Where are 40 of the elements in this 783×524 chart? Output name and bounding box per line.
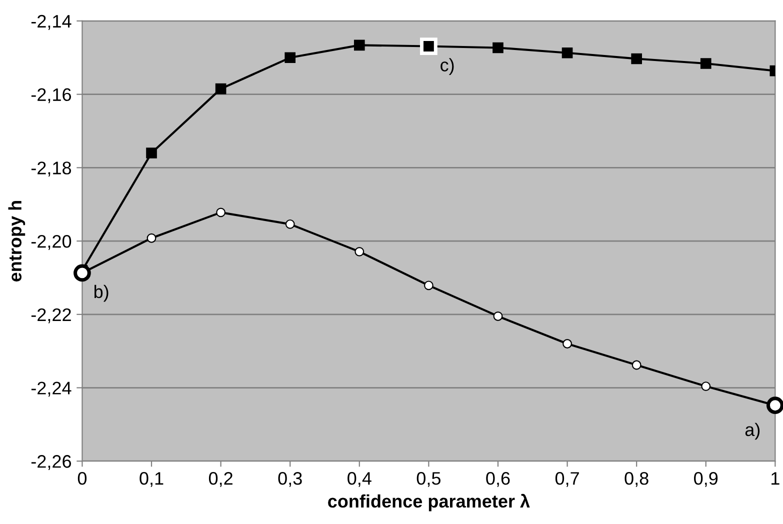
y-axis-title: entropy h — [8, 201, 26, 282]
y-tick-label: -2,14 — [31, 14, 72, 30]
point — [700, 58, 712, 69]
annotation: b) — [94, 284, 108, 302]
point — [216, 208, 226, 218]
point — [354, 40, 365, 51]
x-axis-title: confidence parameter λ — [328, 494, 530, 512]
annotation: c) — [440, 58, 454, 76]
y-tick-label: -2,24 — [31, 382, 72, 397]
x-tick-label: 0,6 — [486, 472, 510, 487]
point — [632, 360, 642, 370]
y-tick-label: -2,20 — [31, 234, 72, 250]
y-tick-label: -2,16 — [31, 88, 72, 104]
point — [285, 219, 295, 229]
y-tick-label: -2,18 — [31, 162, 72, 177]
x-tick-label: 0,8 — [624, 472, 648, 487]
x-tick-label: 0,7 — [555, 472, 579, 487]
x-tick-label: 0,4 — [348, 472, 372, 487]
point — [354, 246, 364, 256]
x-tick-label: 0,2 — [208, 472, 232, 487]
x-tick-label: 0,3 — [278, 472, 302, 487]
point — [493, 312, 503, 321]
point — [284, 52, 296, 64]
x-tick-label: 1 — [772, 472, 780, 485]
point — [631, 53, 642, 64]
point — [562, 47, 573, 58]
x-tick-label: 0,1 — [140, 472, 164, 487]
point — [492, 42, 504, 54]
point — [424, 280, 434, 290]
x-tick-label: 0,5 — [416, 472, 440, 487]
annotation: a) — [745, 422, 760, 440]
y-tick-label: -2,22 — [31, 308, 71, 324]
point — [146, 148, 157, 158]
point — [562, 339, 572, 348]
x-tick-label: 0,9 — [694, 472, 718, 487]
point — [701, 382, 711, 392]
point — [146, 233, 156, 243]
y-tick-label: -2,26 — [31, 455, 72, 470]
point — [215, 83, 226, 94]
x-tick-label: 0 — [78, 472, 87, 485]
